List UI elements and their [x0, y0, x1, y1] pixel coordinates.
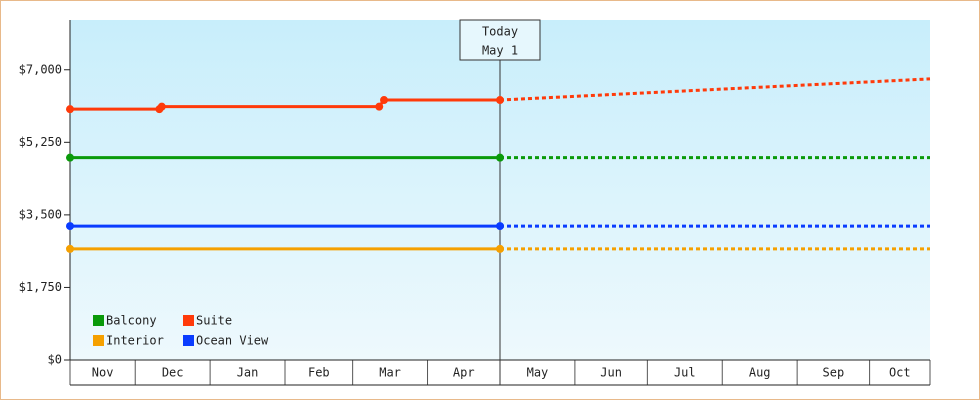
x-tick-label: Nov — [92, 366, 114, 380]
forecast-line — [499, 77, 931, 102]
legend-swatch — [93, 315, 104, 326]
point — [496, 153, 504, 162]
x-tick-label: Feb — [308, 366, 330, 380]
today-box — [459, 19, 541, 61]
point — [496, 222, 504, 231]
x-tick-label: May — [527, 366, 549, 380]
x-tick-label: Sep — [823, 366, 845, 380]
y-tick-label: $3,500 — [19, 207, 62, 221]
x-tick-label: Jan — [237, 366, 259, 380]
legend-swatch — [183, 335, 194, 346]
y-tick-label: $0 — [48, 353, 62, 367]
point — [66, 244, 74, 253]
legend-swatch — [183, 315, 194, 326]
x-tick-label: Jul — [674, 366, 696, 380]
point — [66, 153, 74, 162]
x-tick-label: Apr — [453, 366, 475, 380]
x-tick-label: Mar — [379, 366, 401, 380]
today-date: May 1 — [482, 44, 518, 58]
legend-label: Suite — [196, 314, 232, 328]
point — [496, 96, 504, 105]
x-tick-label: Oct — [889, 366, 911, 380]
y-tick-label: $7,000 — [19, 62, 62, 76]
legend-swatch — [93, 335, 104, 346]
legend-label: Ocean View — [196, 334, 269, 348]
point — [66, 222, 74, 231]
point — [496, 244, 504, 253]
legend-label: Balcony — [106, 314, 157, 328]
point — [375, 102, 384, 111]
x-tick-label: Dec — [162, 366, 184, 380]
series-line — [70, 98, 500, 111]
x-tick-label: Aug — [749, 366, 771, 380]
point — [157, 102, 166, 111]
point — [380, 96, 389, 105]
today-label: Today — [482, 25, 518, 39]
legend-label: Interior — [106, 334, 164, 348]
y-tick-label: $1,750 — [19, 280, 62, 294]
point — [66, 105, 74, 114]
y-tick-label: $5,250 — [19, 135, 62, 149]
x-tick-label: Jun — [600, 366, 622, 380]
